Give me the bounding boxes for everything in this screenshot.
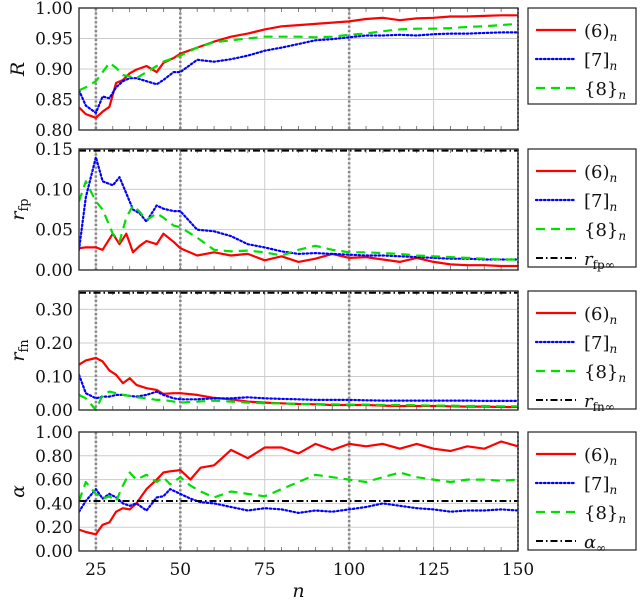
legend-label: (6)n	[584, 162, 617, 185]
series-line	[79, 471, 518, 503]
legend-label: {8}n	[584, 503, 626, 526]
series-line	[79, 232, 518, 268]
legend: (6)n [7]n {8}n	[527, 7, 637, 105]
series-line	[79, 390, 518, 412]
panel-4: 0.00 0.20 0.40 0.60 0.80 1.00 α (6)n [7]n {8}n α∞ 2…	[7, 423, 637, 601]
series-line	[79, 440, 518, 536]
y-tick-label: 0.10	[35, 180, 73, 200]
y-tick-label: 0.60	[35, 471, 73, 491]
series-line	[79, 488, 518, 515]
y-tick-label: 0.80	[35, 447, 73, 467]
y-tick-label: 1.00	[35, 423, 73, 443]
legend: (6)n [7]n {8}n rfn∞	[527, 290, 637, 414]
legend: (6)n [7]n {8}n α∞	[527, 431, 637, 555]
y-tick-label: 0.85	[35, 91, 73, 111]
series-line	[79, 156, 518, 261]
plot-frame	[78, 431, 519, 552]
x-tick-label: 150	[502, 560, 534, 580]
legend-label: {8}n	[584, 79, 626, 102]
x-tick-label: 75	[254, 560, 276, 580]
legend-label: {8}n	[584, 362, 626, 385]
y-tick-label: 1.00	[35, 0, 73, 19]
legend-label: [7]n	[584, 50, 617, 73]
y-tick-label: 0.20	[35, 518, 73, 538]
series-line	[79, 22, 518, 92]
legend-label: (6)n	[584, 304, 617, 327]
legend-label: rfn∞	[584, 391, 615, 414]
legend-label: (6)n	[584, 445, 617, 468]
x-tick-label: 25	[85, 560, 107, 580]
y-tick-label: 0.30	[35, 300, 73, 320]
legend-label: (6)n	[584, 21, 617, 44]
y-tick-label: 0.00	[35, 261, 73, 281]
legend-label: [7]n	[584, 474, 617, 497]
x-tick-label: 100	[333, 560, 365, 580]
x-axis-label: n	[292, 580, 304, 601]
legend-label: [7]n	[584, 191, 617, 214]
y-tick-label: 0.00	[35, 542, 73, 562]
y-axis-label: R	[7, 62, 29, 77]
plot-frame	[78, 148, 519, 271]
panel-1: 0.80 0.85 0.90 0.95 1.00 R (6)n [7]n {8}n	[7, 0, 637, 141]
series-line	[79, 14, 518, 119]
series-line	[79, 31, 518, 115]
panel-2: 0.00 0.05 0.10 0.15 rfp (6)n [7]n {8}n rfp∞	[7, 140, 637, 281]
series-line	[79, 373, 518, 402]
x-tick-label: 125	[417, 560, 449, 580]
y-tick-label: 0.90	[35, 60, 73, 80]
legend-label: {8}n	[584, 220, 626, 243]
y-tick-label: 0.80	[35, 121, 73, 141]
y-axis-label: rfn	[7, 339, 32, 362]
series-line	[79, 180, 518, 261]
y-tick-label: 0.20	[35, 334, 73, 354]
legend: (6)n [7]n {8}n rfp∞	[527, 148, 637, 272]
legend-label: [7]n	[584, 333, 617, 356]
y-axis-label: α	[7, 485, 29, 498]
plot-frame	[78, 290, 519, 411]
legend-label: α∞	[584, 532, 606, 555]
y-tick-label: 0.05	[35, 221, 73, 241]
plot-frame	[78, 7, 519, 131]
y-tick-label: 0.10	[35, 367, 73, 387]
y-tick-label: 0.15	[35, 140, 73, 160]
y-tick-label: 0.00	[35, 401, 73, 421]
x-tick-label: 50	[169, 560, 191, 580]
y-tick-label: 0.40	[35, 494, 73, 514]
y-tick-label: 0.95	[35, 30, 73, 50]
y-axis-label: rfp	[7, 198, 32, 220]
legend-label: rfp∞	[584, 249, 615, 272]
